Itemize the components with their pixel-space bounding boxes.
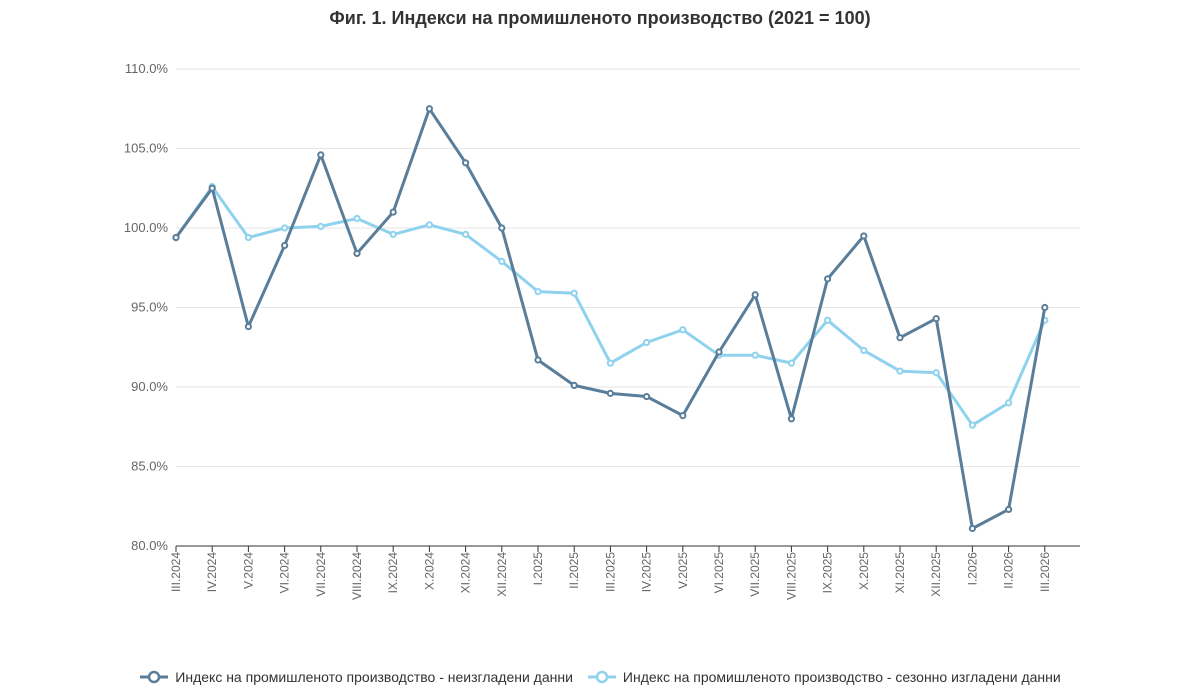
x-tick-label: I.2026: [965, 552, 979, 586]
series-lines: [172, 105, 1049, 533]
data-point-seasonally-adjusted: [787, 359, 796, 367]
data-point-unsmoothed: [425, 105, 433, 113]
x-tick-label: IV.2025: [640, 552, 654, 593]
x-tick-label: XI.2025: [893, 552, 907, 594]
y-axis-tick-labels: 80.0% 85.0% 90.0% 95.0% 100.0% 105.0% 110.0%: [124, 61, 169, 553]
data-point-seasonally-adjusted: [896, 367, 904, 375]
legend-marker-unsmoothed-icon: [140, 670, 169, 684]
data-point-unsmoothed: [570, 381, 578, 390]
data-point-seasonally-adjusted: [679, 326, 687, 334]
legend-marker-seasonally-adjusted-icon: [587, 670, 616, 684]
data-point-unsmoothed: [1041, 303, 1049, 312]
y-tick-label: 95.0%: [131, 300, 168, 315]
data-point-seasonally-adjusted: [281, 224, 289, 232]
x-tick-label: VI.2025: [712, 552, 726, 594]
x-tick-label: V.2025: [676, 552, 690, 589]
y-tick-label: 80.0%: [131, 538, 168, 553]
data-point-unsmoothed: [896, 334, 904, 342]
y-tick-label: 110.0%: [125, 61, 169, 76]
data-point-seasonally-adjusted: [643, 338, 651, 347]
data-point-seasonally-adjusted: [498, 257, 506, 265]
data-point-seasonally-adjusted: [860, 346, 868, 355]
data-point-unsmoothed: [824, 275, 832, 283]
x-tick-label: II.2025: [567, 552, 581, 589]
data-point-seasonally-adjusted: [570, 289, 578, 297]
y-tick-label: 105.0%: [124, 141, 169, 156]
series-line-seasonally-adjusted: [174, 185, 1047, 427]
line-chart: 80.0% 85.0% 90.0% 95.0% 100.0% 105.0% 110.0% I…: [124, 61, 1080, 600]
x-tick-label: IV.2024: [205, 552, 219, 593]
x-tick-label: III.2025: [603, 552, 617, 592]
data-point-seasonally-adjusted: [425, 221, 433, 229]
x-tick-label: VIII.2025: [784, 552, 798, 600]
data-point-unsmoothed: [534, 356, 542, 364]
data-point-unsmoothed: [353, 249, 361, 258]
x-tick-label: X.2024: [422, 552, 436, 590]
x-tick-label: IX.2025: [821, 552, 835, 594]
x-tick-label: XII.2025: [929, 552, 943, 597]
data-point-unsmoothed: [679, 412, 687, 420]
data-point-unsmoothed: [244, 322, 252, 331]
x-axis: III.2024 IV.2024 V.2024 VI.2024 VII.2024 VIII…: [169, 545, 1080, 600]
legend-label-unsmoothed: Индекс на промишленото производство - не…: [175, 669, 573, 685]
data-point-seasonally-adjusted: [1005, 399, 1013, 407]
data-point-seasonally-adjusted: [462, 230, 470, 238]
data-point-seasonally-adjusted: [389, 230, 397, 238]
legend: Индекс на промишленото производство - не…: [0, 666, 1200, 688]
legend-item-seasonally-adjusted[interactable]: Индекс на промишленото производство - се…: [587, 669, 1061, 685]
x-tick-label: VII.2025: [748, 552, 762, 597]
data-point-unsmoothed: [860, 232, 868, 240]
series-line-unsmoothed: [174, 107, 1047, 530]
data-point-seasonally-adjusted: [244, 233, 252, 242]
data-point-unsmoothed: [317, 151, 325, 159]
data-point-unsmoothed: [787, 415, 796, 423]
x-tick-label: III.2026: [1038, 552, 1052, 592]
data-point-unsmoothed: [968, 524, 977, 533]
x-tick-label: IX.2024: [386, 552, 400, 594]
data-point-unsmoothed: [606, 389, 615, 397]
x-tick-label: XII.2024: [495, 552, 509, 597]
grid-lines: [176, 68, 1080, 467]
chart-title: Фиг. 1. Индекси на промишленото производ…: [329, 8, 871, 28]
x-tick-label: X.2025: [857, 552, 871, 590]
x-tick-label: XI.2024: [459, 552, 473, 594]
x-tick-label: VI.2024: [278, 552, 292, 594]
data-point-unsmoothed: [643, 392, 651, 401]
x-tick-label: VIII.2024: [350, 552, 364, 600]
x-tick-label: II.2026: [1002, 552, 1016, 589]
x-tick-label: VII.2024: [314, 552, 328, 597]
data-point-unsmoothed: [281, 241, 289, 250]
data-point-seasonally-adjusted: [606, 359, 615, 367]
data-point-unsmoothed: [498, 224, 506, 232]
data-point-unsmoothed: [1005, 505, 1013, 514]
data-point-unsmoothed: [389, 208, 397, 216]
data-point-seasonally-adjusted: [968, 421, 977, 429]
x-tick-label: I.2025: [531, 552, 545, 586]
y-tick-label: 90.0%: [131, 379, 168, 394]
data-point-seasonally-adjusted: [932, 369, 940, 377]
data-point-unsmoothed: [751, 291, 759, 299]
y-tick-label: 85.0%: [131, 459, 168, 474]
data-point-seasonally-adjusted: [317, 222, 325, 231]
data-point-unsmoothed: [208, 184, 216, 192]
data-point-unsmoothed: [715, 348, 723, 356]
data-point-unsmoothed: [932, 315, 940, 323]
data-point-seasonally-adjusted: [824, 316, 832, 324]
x-tick-label: III.2024: [169, 552, 183, 592]
data-point-seasonally-adjusted: [534, 288, 542, 296]
legend-item-unsmoothed[interactable]: Индекс на промишленото производство - не…: [139, 669, 573, 685]
data-point-unsmoothed: [172, 233, 180, 242]
y-tick-label: 100.0%: [124, 220, 169, 235]
data-point-unsmoothed: [462, 159, 470, 167]
legend-label-seasonally-adjusted: Индекс на промишленото производство - се…: [622, 669, 1061, 685]
x-tick-label: V.2024: [241, 552, 255, 589]
data-point-seasonally-adjusted: [353, 214, 361, 223]
data-point-seasonally-adjusted: [751, 351, 759, 359]
